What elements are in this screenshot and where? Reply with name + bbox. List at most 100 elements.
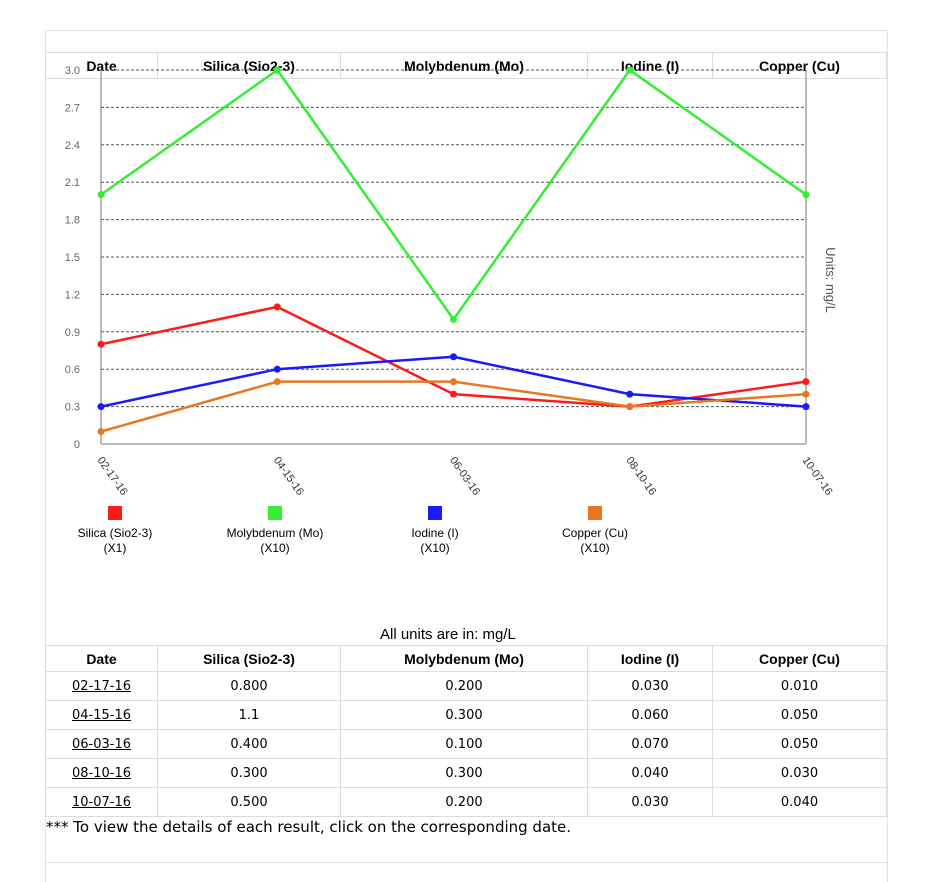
legend-label: Iodine (I) bbox=[411, 526, 459, 540]
data-point bbox=[802, 390, 810, 398]
legend-label: Molybdenum (Mo) bbox=[226, 526, 324, 540]
data-point bbox=[450, 390, 457, 398]
cell-0: 08-10-16 bbox=[45, 758, 158, 788]
data-point bbox=[626, 390, 634, 398]
data-point bbox=[802, 378, 810, 386]
cell-4: 0.030 bbox=[712, 758, 887, 788]
legend-item: Silica (Sio2-3) (X1) bbox=[45, 506, 185, 556]
y-tick-label: 0.9 bbox=[65, 327, 80, 339]
col-silica: Silica (Sio2-3) bbox=[157, 645, 341, 672]
y-tick-label: 2.1 bbox=[65, 177, 80, 189]
y-tick-label: 1.5 bbox=[65, 252, 80, 264]
col-iodine: Iodine (I) bbox=[587, 645, 713, 672]
cell-1: 0.300 bbox=[157, 758, 341, 788]
table-row: 08-10-16 0.300 0.300 0.040 0.030 bbox=[45, 758, 887, 788]
cell-3: 0.060 bbox=[587, 700, 713, 730]
data-point bbox=[273, 365, 281, 373]
cell-0: 10-07-16 bbox=[45, 787, 158, 817]
cell-1: 0.500 bbox=[157, 787, 341, 817]
cell-3: 0.030 bbox=[587, 787, 713, 817]
legend-scale: (X10) bbox=[420, 541, 450, 555]
legend-label: Copper (Cu) bbox=[561, 526, 629, 540]
table-row: 02-17-16 0.800 0.200 0.030 0.010 bbox=[45, 671, 887, 701]
x-tick-label: 02-17-16 bbox=[95, 455, 130, 498]
header-molybdenum: Molybdenum (Mo) bbox=[340, 52, 588, 79]
data-point bbox=[626, 403, 634, 411]
legend-swatch bbox=[428, 506, 442, 520]
data-point bbox=[273, 378, 281, 386]
data-point bbox=[450, 315, 457, 323]
table-row: 06-03-16 0.400 0.100 0.070 0.050 bbox=[45, 729, 887, 759]
legend-swatch bbox=[268, 506, 282, 520]
data-point bbox=[450, 353, 457, 361]
col-molybdenum: Molybdenum (Mo) bbox=[340, 645, 588, 672]
cell-1: 0.800 bbox=[157, 671, 341, 701]
data-point bbox=[450, 378, 457, 386]
legend-scale: (X1) bbox=[103, 541, 127, 555]
legend-label: Silica (Sio2-3) bbox=[77, 526, 153, 540]
legend-item: Iodine (I) (X10) bbox=[365, 506, 505, 556]
cell-2: 0.300 bbox=[340, 700, 588, 730]
y-axis-label: Units: mg/L bbox=[823, 247, 838, 313]
x-tick-label: 04-15-16 bbox=[271, 455, 306, 498]
date-link[interactable]: 08-10-16 bbox=[71, 765, 131, 781]
data-point bbox=[97, 403, 105, 411]
data-point bbox=[802, 403, 810, 411]
cell-0: 06-03-16 bbox=[45, 729, 158, 759]
results-table: Date Silica (Sio2-3) Molybdenum (Mo) Iod… bbox=[45, 645, 887, 817]
date-link[interactable]: 06-03-16 bbox=[71, 736, 131, 752]
content-frame bbox=[45, 30, 888, 882]
header-copper: Copper (Cu) bbox=[712, 52, 887, 79]
cell-3: 0.030 bbox=[587, 671, 713, 701]
table-row: 10-07-16 0.500 0.200 0.030 0.040 bbox=[45, 787, 887, 817]
legend-swatch bbox=[108, 506, 122, 520]
y-tick-label: 0.3 bbox=[65, 402, 80, 414]
x-tick-label: 06-03-16 bbox=[447, 455, 482, 498]
legend-item: Copper (Cu) (X10) bbox=[525, 506, 665, 556]
legend-scale: (X10) bbox=[260, 541, 290, 555]
cell-1: 1.1 bbox=[157, 700, 341, 730]
cell-2: 0.300 bbox=[340, 758, 588, 788]
legend-scale: (X10) bbox=[580, 541, 610, 555]
data-point bbox=[97, 191, 105, 199]
legend-item: Molybdenum (Mo) (X10) bbox=[205, 506, 345, 556]
cell-1: 0.400 bbox=[157, 729, 341, 759]
footnote: *** To view the details of each result, … bbox=[46, 818, 572, 836]
legend-swatch bbox=[588, 506, 602, 520]
y-tick-label: 3.0 bbox=[65, 65, 80, 77]
data-point bbox=[626, 66, 634, 74]
y-tick-label: 2.4 bbox=[65, 140, 80, 152]
cell-4: 0.010 bbox=[712, 671, 887, 701]
y-tick-label: 2.7 bbox=[65, 102, 80, 114]
units-note: All units are in: mg/L bbox=[380, 626, 516, 643]
cell-2: 0.100 bbox=[340, 729, 588, 759]
cell-2: 0.200 bbox=[340, 787, 588, 817]
cell-3: 0.070 bbox=[587, 729, 713, 759]
x-tick-label: 10-07-16 bbox=[800, 455, 835, 498]
cell-0: 04-15-16 bbox=[45, 700, 158, 730]
data-point bbox=[273, 303, 281, 311]
cell-0: 02-17-16 bbox=[45, 671, 158, 701]
date-link[interactable]: 10-07-16 bbox=[71, 794, 131, 810]
date-link[interactable]: 02-17-16 bbox=[71, 678, 131, 694]
cell-4: 0.050 bbox=[712, 729, 887, 759]
cell-3: 0.040 bbox=[587, 758, 713, 788]
cell-4: 0.050 bbox=[712, 700, 887, 730]
cell-4: 0.040 bbox=[712, 787, 887, 817]
y-tick-label: 0 bbox=[74, 439, 80, 451]
header-iodine: Iodine (I) bbox=[587, 52, 713, 79]
y-tick-label: 0.6 bbox=[65, 364, 80, 376]
col-copper: Copper (Cu) bbox=[712, 645, 887, 672]
col-date: Date bbox=[45, 645, 158, 672]
data-point bbox=[97, 340, 105, 348]
date-link[interactable]: 04-15-16 bbox=[71, 707, 131, 723]
table-row: 04-15-16 1.1 0.300 0.060 0.050 bbox=[45, 700, 887, 730]
data-point bbox=[802, 191, 810, 199]
cell-2: 0.200 bbox=[340, 671, 588, 701]
x-tick-label: 08-10-16 bbox=[623, 455, 658, 498]
divider bbox=[45, 862, 887, 863]
data-point bbox=[273, 66, 281, 74]
y-tick-label: 1.2 bbox=[65, 289, 80, 301]
